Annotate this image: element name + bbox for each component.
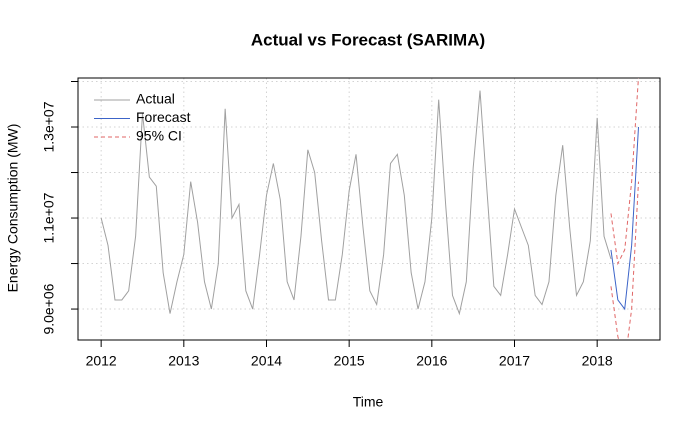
legend-label: Actual — [136, 91, 175, 107]
plot-area — [100, 78, 640, 340]
x-tick-label: 2016 — [416, 353, 447, 369]
y-tick-label: 1.3e+07 — [41, 101, 57, 152]
x-tick-label: 2018 — [582, 353, 613, 369]
x-tick-label: 2013 — [168, 353, 199, 369]
y-tick-label: 1.1e+07 — [41, 192, 57, 243]
ci-line — [610, 181, 640, 340]
ci-line — [610, 78, 639, 266]
series-line — [610, 126, 640, 311]
legend-label: Forecast — [136, 109, 191, 125]
x-tick-label: 2012 — [86, 353, 117, 369]
y-tick-label: 9.0e+06 — [41, 283, 57, 334]
x-axis-label: Time — [353, 394, 384, 410]
series-line — [100, 90, 612, 316]
plot-frame — [77, 77, 661, 341]
x-tick-label: 2017 — [499, 353, 530, 369]
legend-label: 95% CI — [136, 128, 182, 144]
y-axis-label: Energy Consumption (MW) — [5, 124, 21, 293]
x-tick-label: 2015 — [334, 353, 365, 369]
x-tick-label: 2014 — [251, 353, 282, 369]
chart-title: Actual vs Forecast (SARIMA) — [251, 30, 485, 49]
